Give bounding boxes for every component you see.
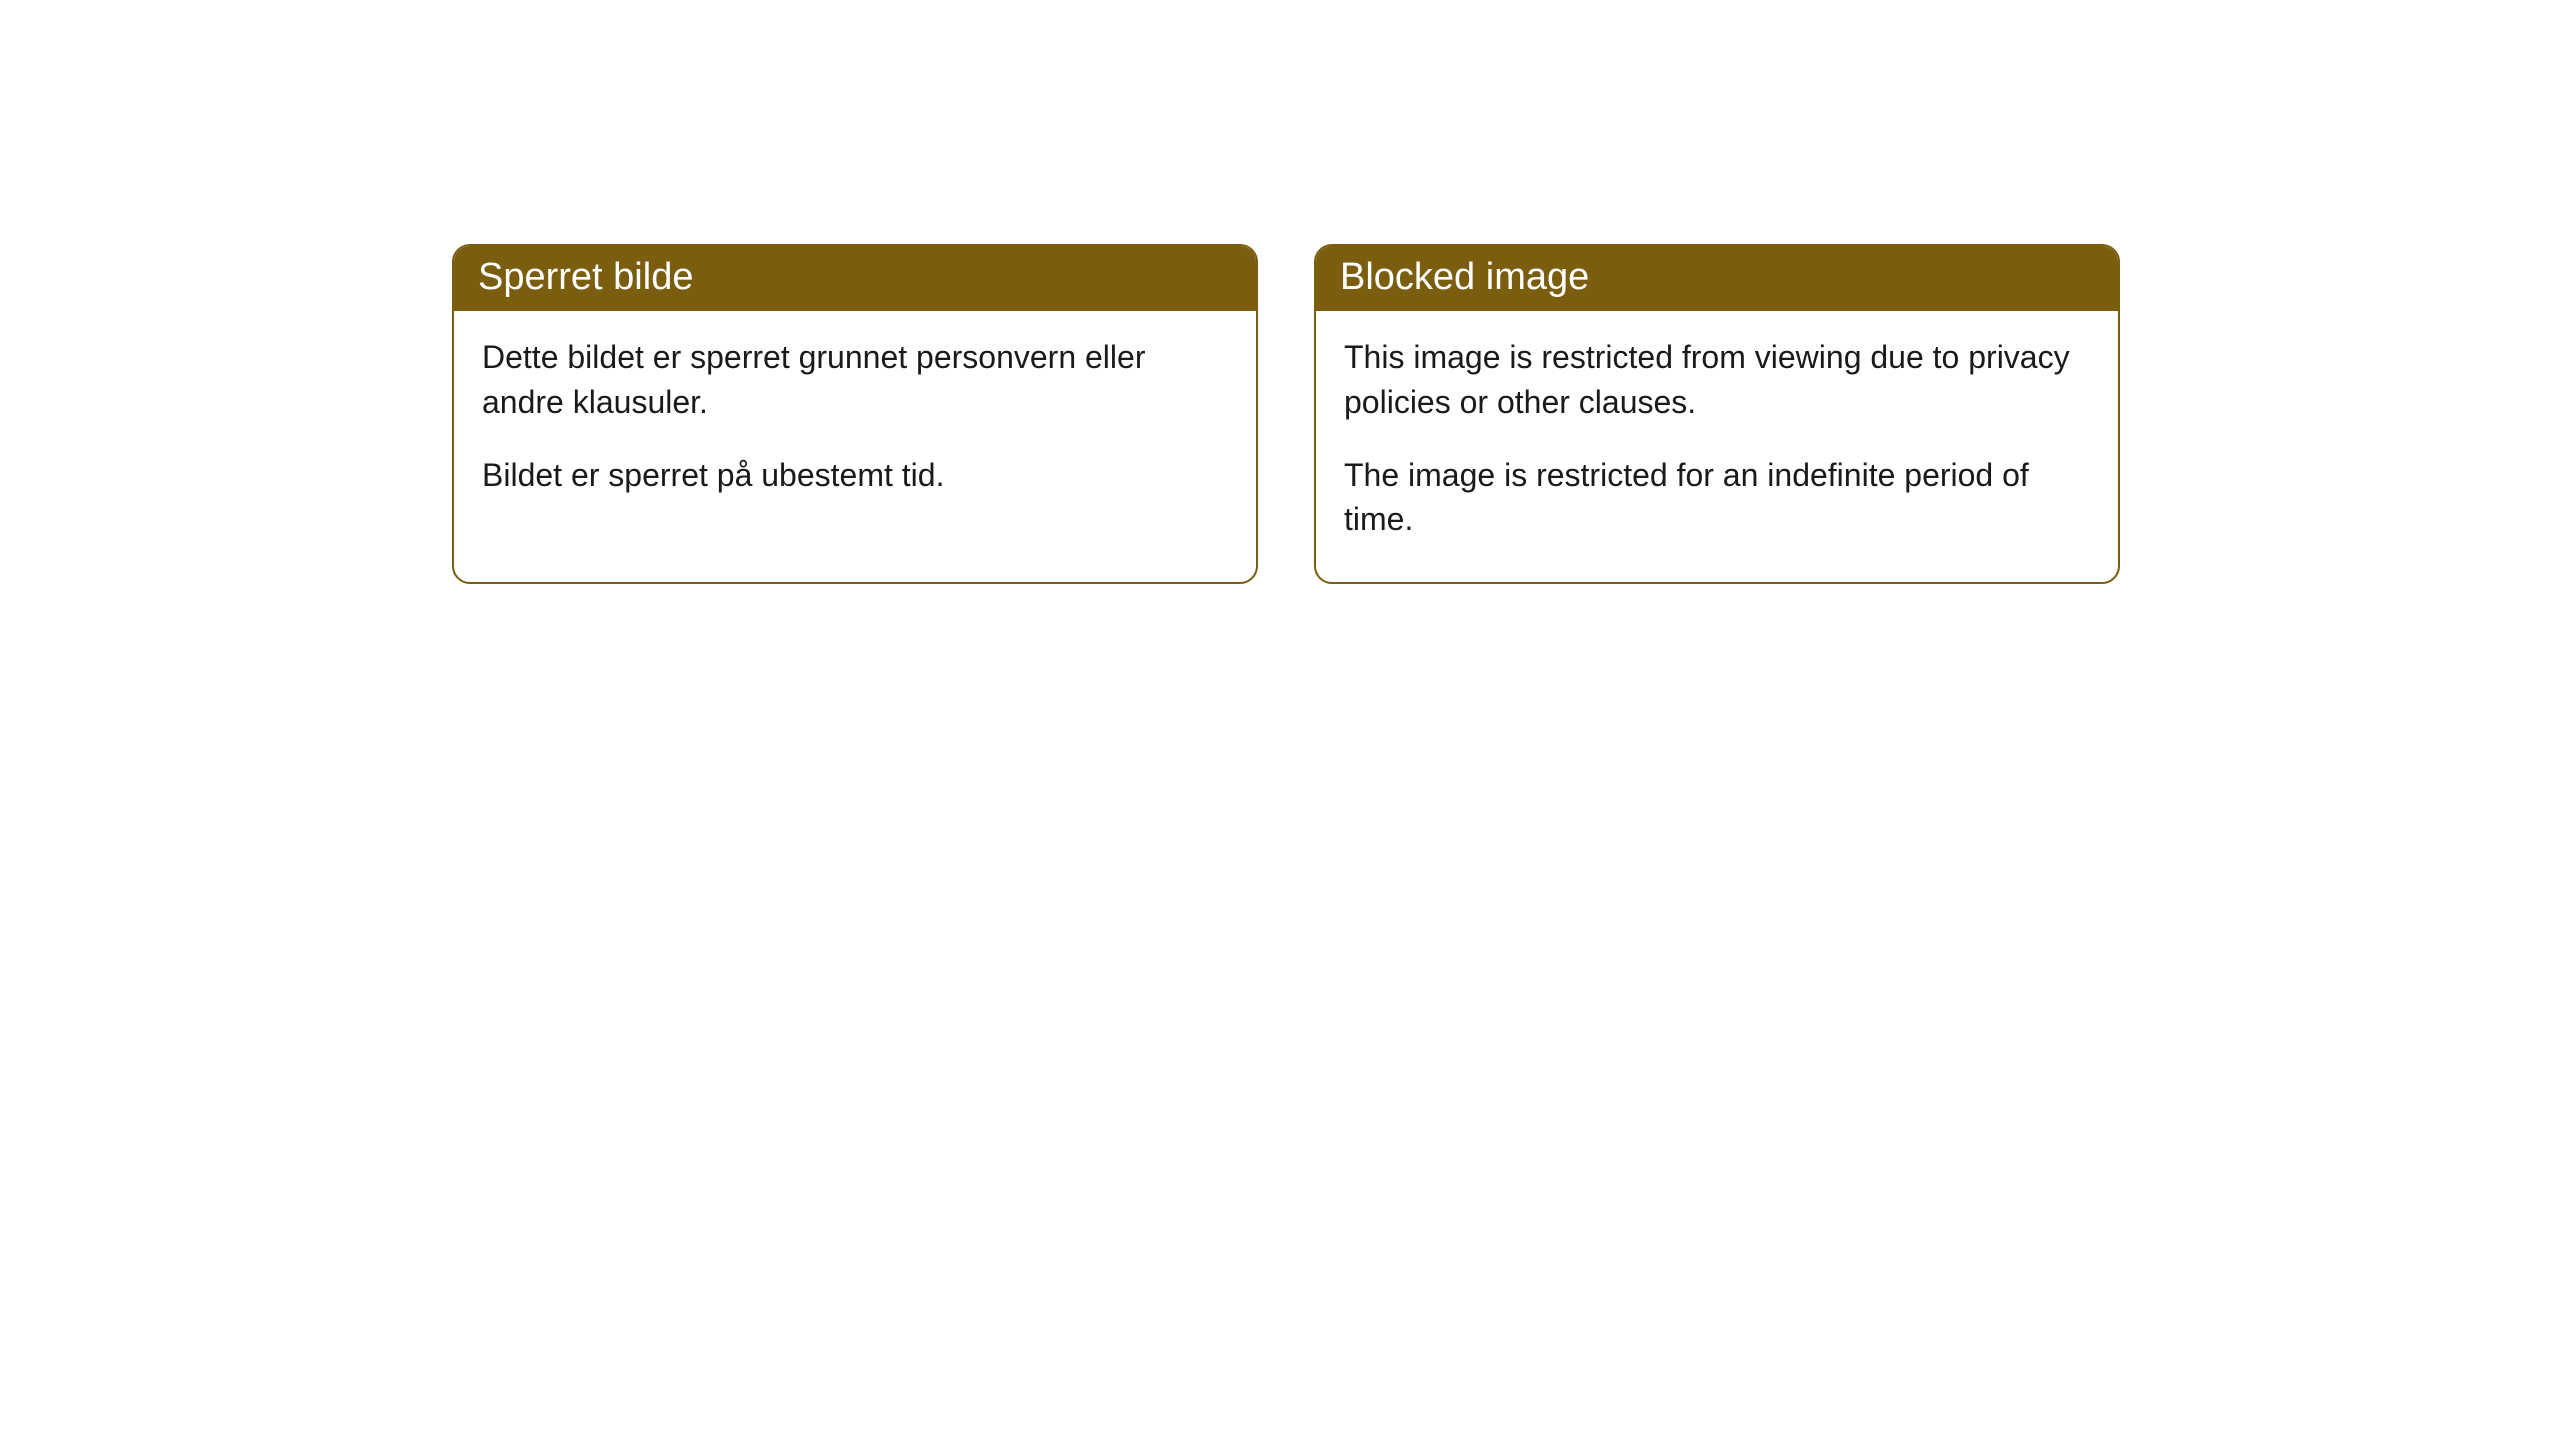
card-header-no: Sperret bilde [454, 246, 1256, 311]
blocked-image-card-no: Sperret bilde Dette bildet er sperret gr… [452, 244, 1258, 584]
card-paragraph-1-no: Dette bildet er sperret grunnet personve… [482, 335, 1228, 425]
card-paragraph-2-en: The image is restricted for an indefinit… [1344, 453, 2090, 543]
cards-container: Sperret bilde Dette bildet er sperret gr… [0, 0, 2560, 584]
card-body-no: Dette bildet er sperret grunnet personve… [454, 311, 1256, 537]
card-header-en: Blocked image [1316, 246, 2118, 311]
card-paragraph-2-no: Bildet er sperret på ubestemt tid. [482, 453, 1228, 498]
blocked-image-card-en: Blocked image This image is restricted f… [1314, 244, 2120, 584]
card-title-no: Sperret bilde [478, 256, 693, 298]
card-paragraph-1-en: This image is restricted from viewing du… [1344, 335, 2090, 425]
card-body-en: This image is restricted from viewing du… [1316, 311, 2118, 582]
card-title-en: Blocked image [1340, 256, 1589, 298]
